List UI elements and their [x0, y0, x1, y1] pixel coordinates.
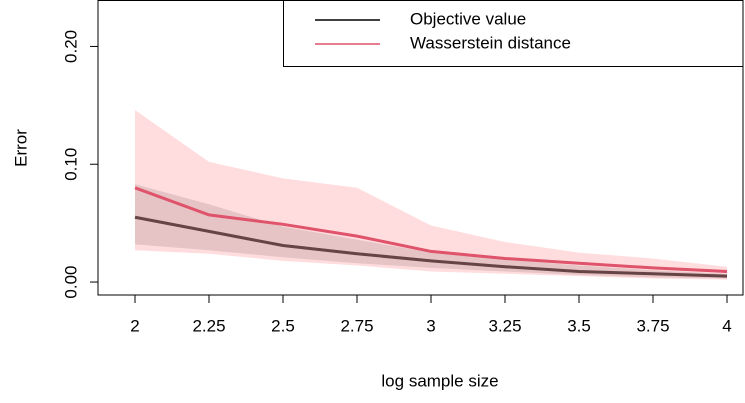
x-tick-label: 4 — [722, 316, 731, 335]
y-tick-label: 0.20 — [61, 30, 80, 63]
error-band — [135, 184, 728, 279]
x-tick-label: 2 — [130, 316, 139, 335]
x-tick-label: 2.75 — [340, 316, 373, 335]
line — [134, 186, 728, 273]
x-tick-label: 3.5 — [567, 316, 591, 335]
legend-label: Wasserstein distance — [410, 33, 571, 52]
x-tick-label: 2.25 — [192, 316, 225, 335]
y-axis-label: Error — [11, 129, 30, 167]
x-tick-label: 3 — [426, 316, 435, 335]
line — [134, 215, 728, 278]
y-tick-label: 0.10 — [61, 148, 80, 181]
x-axis-label: log sample size — [381, 371, 498, 390]
x-tick-label: 2.5 — [271, 316, 295, 335]
x-tick-label: 3.25 — [488, 316, 521, 335]
legend-label: Objective value — [410, 9, 526, 28]
legend-box — [283, 0, 744, 67]
error-band — [135, 110, 728, 280]
x-tick-label: 3.75 — [636, 316, 669, 335]
y-tick-label: 0.00 — [61, 265, 80, 298]
